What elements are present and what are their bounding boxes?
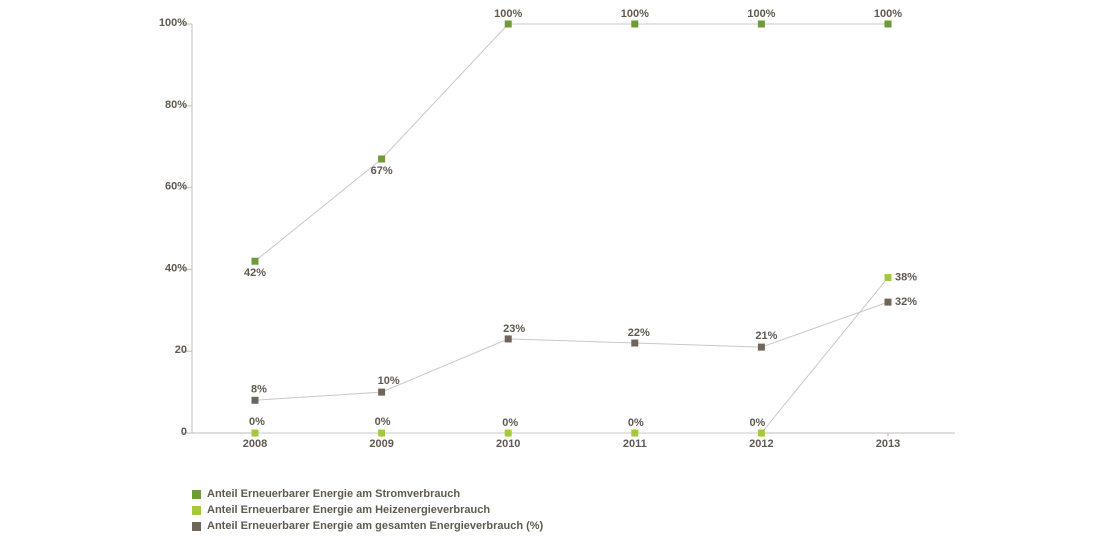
data-label: 100%	[874, 8, 902, 20]
legend-item-strom: Anteil Erneuerbarer Energie am Stromverb…	[192, 486, 543, 502]
data-label: 23%	[503, 323, 525, 335]
data-point-marker	[631, 339, 639, 347]
data-point-marker	[631, 20, 639, 28]
data-label: 0%	[628, 417, 644, 429]
data-point-marker	[757, 20, 765, 28]
x-tick-label: 2011	[623, 438, 647, 450]
series-points	[251, 20, 892, 437]
y-axis: 0 20 40% 60% 80% 100%	[159, 17, 192, 438]
data-point-marker	[378, 155, 386, 163]
series-data-labels: 42% 67% 100% 100% 100% 100% 0% 0% 0% 0% 0% 38% 8% 10%…	[244, 8, 917, 429]
x-axis: 2008 2009 2010 2011 2012 2013	[243, 433, 900, 450]
series-line	[254, 301, 889, 401]
legend-item-gesamt: Anteil Erneuerbarer Energie am gesamten …	[192, 518, 543, 534]
data-point-marker	[631, 429, 639, 437]
data-label: 67%	[371, 165, 393, 177]
data-label: 21%	[755, 330, 777, 342]
x-tick-label: 2013	[876, 438, 900, 450]
data-point-marker	[884, 20, 892, 28]
data-label: 100%	[494, 8, 522, 20]
data-point-marker	[378, 388, 386, 396]
data-label: 0%	[749, 417, 765, 429]
data-label: 22%	[628, 327, 650, 339]
data-label: 42%	[244, 267, 266, 279]
legend-item-heizenergie: Anteil Erneuerbarer Energie am Heizenerg…	[192, 502, 543, 518]
data-point-marker	[251, 257, 259, 265]
y-tick-label: 60%	[165, 181, 187, 193]
data-label: 10%	[378, 375, 400, 387]
series-lines	[254, 23, 889, 434]
data-label: 38%	[895, 272, 917, 284]
data-label: 0%	[502, 417, 518, 429]
y-tick-label: 40%	[165, 262, 187, 274]
data-label: 0%	[249, 416, 265, 428]
data-point-marker	[251, 429, 259, 437]
x-tick-label: 2010	[496, 438, 520, 450]
x-tick-label: 2008	[243, 438, 267, 450]
data-point-marker	[757, 343, 765, 351]
data-point-marker	[504, 429, 512, 437]
data-label: 8%	[251, 383, 267, 395]
series-line	[255, 277, 889, 434]
x-tick-label: 2012	[749, 438, 773, 450]
y-tick-label: 20	[175, 344, 187, 356]
data-label: 0%	[375, 416, 391, 428]
legend-label-heizenergie: Anteil Erneuerbarer Energie am Heizenerg…	[207, 504, 491, 516]
data-point-marker	[757, 429, 765, 437]
data-point-marker	[884, 274, 892, 282]
legend-label-strom: Anteil Erneuerbarer Energie am Stromverb…	[207, 488, 461, 500]
data-point-marker	[884, 298, 892, 306]
data-point-marker	[504, 335, 512, 343]
data-label: 32%	[895, 296, 917, 308]
series-line	[254, 23, 888, 262]
y-tick-label: 100%	[159, 17, 187, 29]
x-tick-label: 2009	[369, 438, 393, 450]
line-chart: 0 20 40% 60% 80% 100% 2008 2009 2010 2011 2012 201…	[159, 8, 955, 450]
y-tick-label: 80%	[165, 99, 187, 111]
data-point-marker	[251, 396, 259, 404]
data-point-marker	[504, 20, 512, 28]
legend: Anteil Erneuerbarer Energie am Stromverb…	[192, 486, 543, 534]
y-tick-label: 0	[181, 426, 187, 438]
legend-swatch-gesamt	[192, 521, 201, 531]
legend-swatch-heizenergie	[192, 505, 201, 515]
data-point-marker	[378, 429, 386, 437]
legend-swatch-strom	[192, 489, 201, 499]
legend-label-gesamt: Anteil Erneuerbarer Energie am gesamten …	[207, 520, 544, 532]
data-label: 100%	[621, 8, 649, 20]
data-label: 100%	[747, 8, 775, 20]
